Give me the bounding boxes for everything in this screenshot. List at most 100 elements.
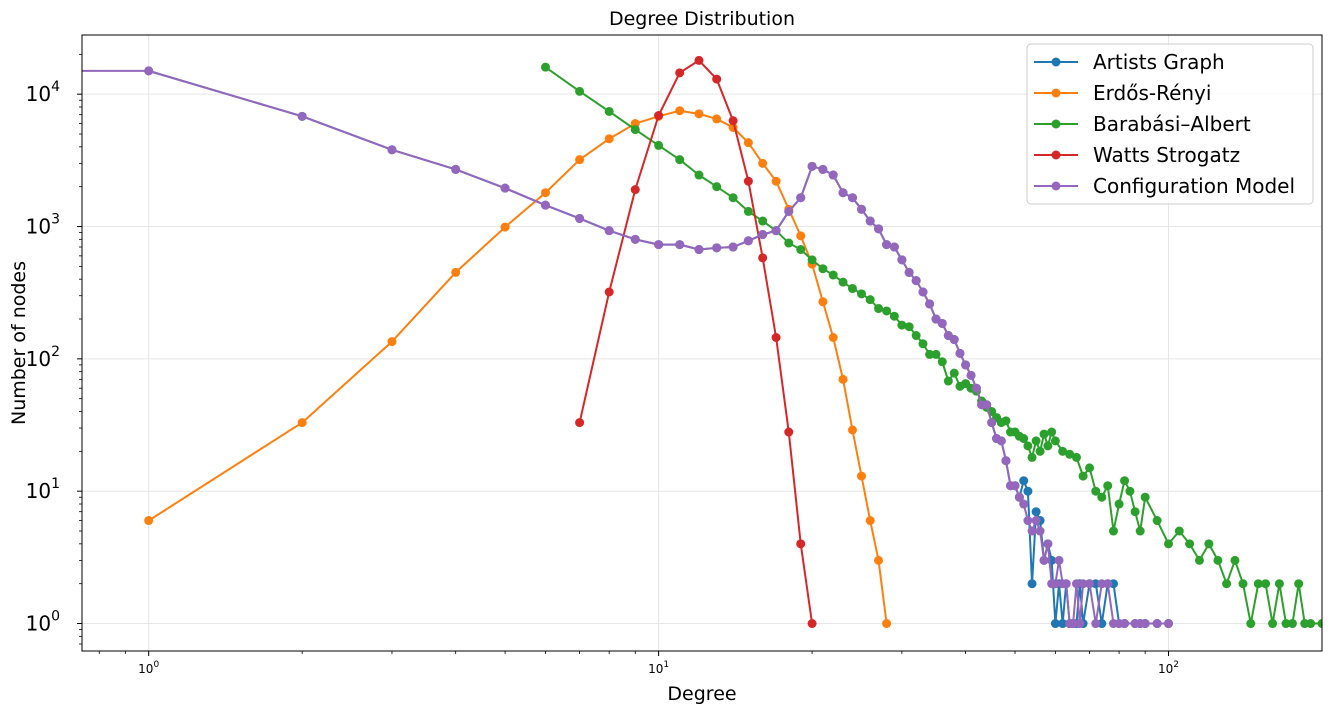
data-point — [771, 226, 781, 236]
data-point — [630, 234, 640, 244]
data-point — [297, 111, 307, 121]
data-point — [604, 226, 614, 236]
data-point — [904, 322, 914, 332]
data-point — [1222, 579, 1232, 589]
legend-marker — [1051, 119, 1061, 129]
data-point — [1238, 579, 1248, 589]
data-point — [630, 125, 640, 135]
y-tick-base: 10 — [26, 215, 51, 239]
data-point — [675, 106, 685, 116]
data-point — [874, 555, 884, 565]
data-point — [807, 255, 817, 265]
data-point — [818, 164, 828, 174]
data-point — [818, 297, 828, 307]
data-point — [955, 348, 965, 358]
data-point — [882, 619, 892, 629]
data-point — [712, 243, 722, 253]
y-tick-base: 10 — [26, 347, 51, 371]
data-point — [630, 185, 640, 195]
data-point — [675, 155, 685, 165]
data-point — [743, 236, 753, 246]
data-point — [889, 242, 899, 252]
data-point — [1068, 619, 1078, 629]
data-point — [904, 267, 914, 277]
data-point — [387, 145, 397, 155]
data-point — [784, 206, 794, 216]
data-point — [857, 289, 866, 299]
data-point — [838, 277, 848, 287]
data-point — [1054, 555, 1064, 565]
data-point — [1091, 486, 1101, 496]
data-point — [889, 311, 899, 321]
data-point — [758, 230, 768, 240]
data-point — [1071, 452, 1081, 462]
data-point — [654, 140, 664, 150]
data-point — [144, 516, 154, 526]
y-tick-label: 102 — [26, 344, 60, 371]
legend-box — [1026, 43, 1314, 205]
data-point — [694, 55, 704, 65]
data-point — [758, 158, 768, 168]
data-point — [1058, 619, 1068, 629]
y-axis-label: Number of nodes — [8, 261, 30, 425]
data-point — [1078, 471, 1088, 481]
series-line — [148, 109, 888, 624]
data-point — [807, 619, 817, 629]
data-point — [1050, 436, 1060, 446]
data-point — [1023, 486, 1033, 496]
plot-frame — [81, 34, 1323, 652]
y-tick-exponent: 4 — [51, 79, 60, 95]
data-point — [1185, 539, 1195, 549]
data-point — [1014, 492, 1024, 502]
data-point — [694, 109, 704, 119]
data-point — [796, 539, 806, 549]
data-point — [1023, 441, 1033, 451]
data-point — [712, 182, 722, 192]
legend: Artists Graph Erdős-Rényi Barabási–Albert W… — [1026, 43, 1314, 205]
data-point — [771, 176, 781, 186]
y-tick-base: 10 — [26, 479, 51, 503]
data-point — [1019, 476, 1029, 486]
data-point — [1065, 449, 1075, 459]
data-point — [1230, 555, 1240, 565]
data-point — [1047, 427, 1057, 437]
data-point — [1125, 486, 1135, 496]
data-point — [451, 267, 461, 277]
data-point — [1010, 481, 1020, 491]
data-point — [575, 213, 585, 223]
data-point — [451, 164, 461, 174]
legend-label: Configuration Model — [1093, 174, 1295, 198]
data-point — [937, 357, 947, 367]
data-point — [743, 138, 753, 148]
x-tick-exponent: 2 — [1173, 660, 1179, 670]
data-point — [1274, 579, 1284, 589]
data-point — [1174, 526, 1184, 536]
legend-label: Watts Strogatz — [1093, 143, 1240, 167]
data-point — [865, 295, 875, 305]
data-point — [1075, 619, 1085, 629]
data-point — [540, 62, 550, 72]
data-point — [897, 320, 907, 330]
data-point — [144, 66, 154, 76]
y-tick-label: 103 — [26, 212, 60, 239]
x-tick-base: 10 — [1158, 662, 1173, 676]
data-point — [961, 360, 971, 370]
data-point — [1281, 619, 1291, 629]
x-axis-label: Degree — [667, 683, 736, 705]
data-point — [1294, 579, 1304, 589]
data-point — [937, 318, 947, 328]
data-point — [796, 193, 806, 203]
x-tick-base: 10 — [648, 662, 663, 676]
data-point — [1114, 499, 1124, 509]
data-point — [694, 245, 704, 255]
data-point — [796, 231, 806, 241]
data-point — [540, 200, 550, 210]
data-point — [728, 242, 738, 252]
data-point — [500, 222, 510, 232]
y-tick-label: 100 — [26, 609, 60, 636]
legend-marker — [1051, 88, 1061, 98]
data-point — [1023, 516, 1033, 526]
data-point — [604, 287, 614, 297]
y-tick-base: 10 — [26, 612, 51, 636]
data-point — [865, 216, 875, 226]
